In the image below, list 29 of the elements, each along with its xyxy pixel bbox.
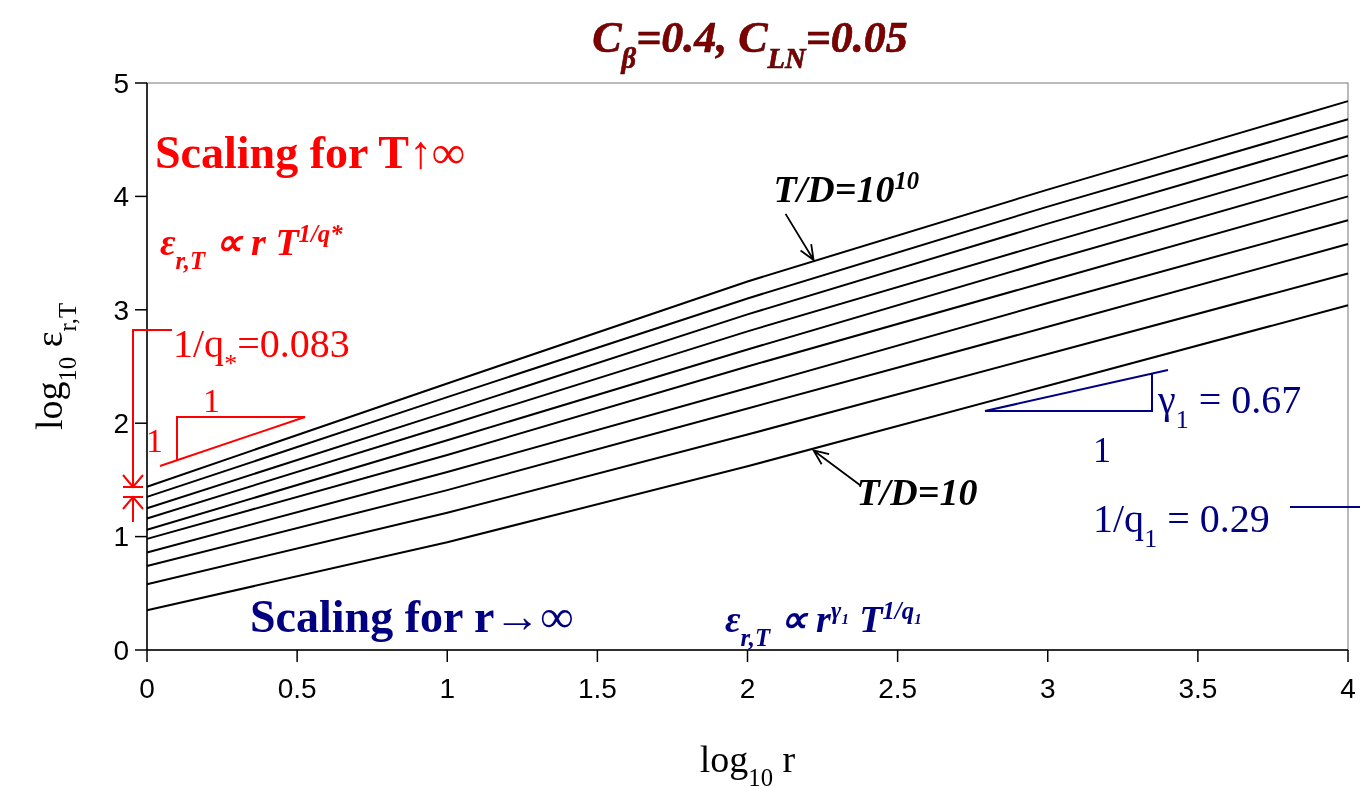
x-tick-label: 1 xyxy=(439,673,456,704)
x-axis-title: log$_{10}$ r xyxy=(699,738,796,787)
y-tick-label: 3 xyxy=(113,294,129,326)
annotation: 1 xyxy=(203,382,220,419)
annotation: 1 xyxy=(1093,430,1111,470)
x-tick-label: 2 xyxy=(739,673,756,704)
annotation: Scaling for r→∞ xyxy=(250,591,574,642)
x-tick-label: 3 xyxy=(1039,673,1056,704)
y-tick-label: 4 xyxy=(113,181,129,213)
x-tick-label: 1.5 xyxy=(577,673,617,704)
annotation: 1/q$_{1}$ = 0.29 xyxy=(1093,496,1270,553)
annotation: 1/q$_{*}$=0.083 xyxy=(173,321,350,378)
annotation: ε$_{r,T}$ ∝ r T$^{1/q*}$ xyxy=(160,219,344,274)
annotation: ε$_{r,T}$ ∝ r$^{γ₁}$ T$^{1/q₁}$ xyxy=(725,596,923,651)
annotation: T/D=10 xyxy=(856,471,978,514)
x-tick-label: 4 xyxy=(1340,673,1356,704)
y-tick-label: 1 xyxy=(113,521,129,553)
x-tick-label: 0.5 xyxy=(277,673,317,704)
x-tick-label: 3.5 xyxy=(1178,673,1218,704)
annotation: 1 xyxy=(146,422,163,459)
x-tick-label: 0 xyxy=(139,673,155,704)
x-tick-label: 2.5 xyxy=(878,673,918,704)
chart-title: C$_{β}$=0.4, C$_{LN}$=0.05 xyxy=(592,13,908,74)
y-tick-label: 2 xyxy=(113,408,129,439)
annotation: Scaling for T↑∞ xyxy=(155,127,465,178)
annotation: T/D=10$^{10}$ xyxy=(773,166,920,210)
y-tick-label: 5 xyxy=(113,67,129,99)
y-tick-label: 0 xyxy=(113,634,129,666)
annotation: γ$_{1}$ = 0.67 xyxy=(1157,377,1302,434)
